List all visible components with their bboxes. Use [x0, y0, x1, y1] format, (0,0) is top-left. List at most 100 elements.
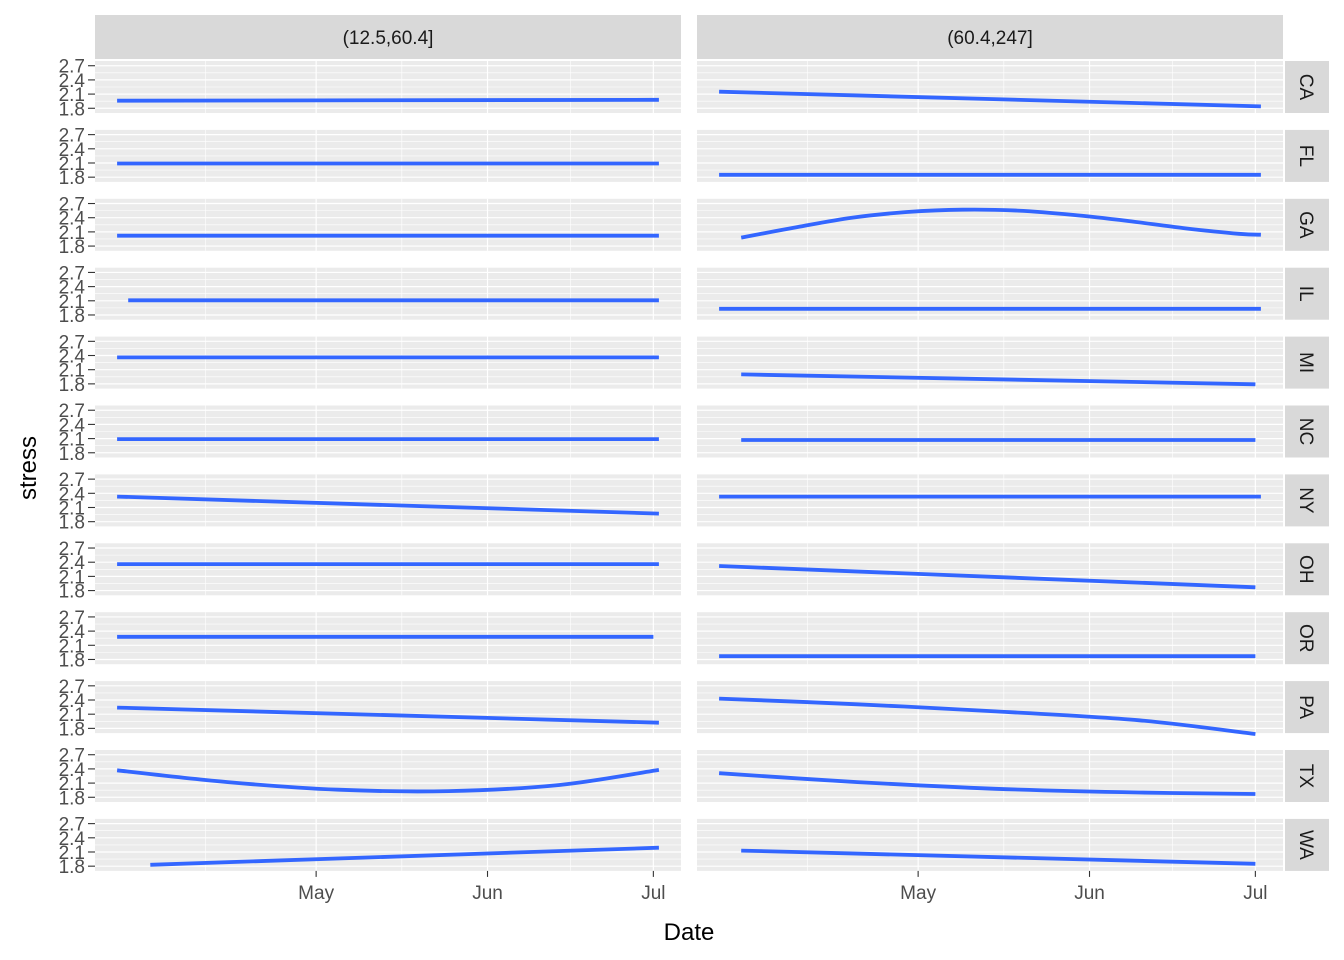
row-strip-ga [1285, 198, 1329, 251]
column-strip-label-1: (12.5,60.4] [343, 28, 434, 49]
row-strip-tx [1285, 750, 1329, 802]
y-tick-label: 2.7 [59, 815, 85, 836]
y-tick-label: 1.8 [59, 444, 85, 465]
y-tick-label: 2.1 [59, 292, 85, 313]
row-strip-label-nc: NC [1295, 418, 1316, 445]
row-strip-label-oh: OH [1295, 555, 1316, 584]
y-tick-label: 2.4 [59, 209, 86, 230]
row-strip-label-il: IL [1295, 286, 1316, 302]
column-strip-1 [95, 15, 681, 59]
y-tick-label: 2.1 [59, 430, 85, 451]
x-tick-label: Jul [1243, 883, 1267, 904]
x-axis-title: Date [664, 919, 715, 946]
row-strip-pa [1285, 681, 1329, 734]
series-line-wa-1 [150, 845, 659, 867]
column-strip-2 [697, 15, 1283, 59]
y-tick-label: 2.1 [59, 154, 85, 175]
y-tick-label: 2.7 [59, 746, 85, 767]
y-tick-label: 2.4 [59, 760, 86, 781]
y-tick-label: 2.1 [59, 843, 85, 864]
row-strip-oh [1285, 543, 1329, 596]
series-line-oh-2 [719, 564, 1256, 590]
row-strip-label-tx: TX [1295, 764, 1316, 789]
series-line-ca-1 [117, 97, 659, 103]
row-strip-label-pa: PA [1295, 695, 1316, 719]
y-tick-label: 1.8 [59, 168, 85, 189]
y-tick-label: 2.4 [59, 691, 86, 712]
row-strip-label-or: OR [1295, 624, 1316, 653]
series-line-pa-2 [719, 696, 1256, 736]
y-tick-label: 1.8 [59, 306, 85, 327]
column-strip-label-2: (60.4,247] [947, 28, 1033, 49]
y-tick-label: 1.8 [59, 99, 85, 120]
y-tick-label: 2.7 [59, 539, 85, 560]
labels-layer: (12.5,60.4] (60.4,247]CA1.82.12.42.7FL1.8… [59, 28, 1316, 904]
y-tick-label: 2.4 [59, 140, 86, 161]
series-line-wa-2 [741, 848, 1256, 866]
y-tick-label: 2.4 [59, 829, 86, 850]
series-line-ca-2 [719, 89, 1261, 109]
x-tick-label: May [298, 883, 334, 904]
series-line-tx-1 [116, 768, 660, 794]
row-strip-label-ny: NY [1295, 487, 1316, 514]
y-tick-label: 2.7 [59, 57, 85, 78]
y-tick-label: 2.7 [59, 126, 85, 147]
y-tick-label: 2.4 [59, 484, 86, 505]
row-strip-ny [1285, 474, 1329, 527]
row-strip-fl [1285, 129, 1329, 182]
row-strip-mi [1285, 336, 1329, 389]
y-tick-label: 2.7 [59, 401, 85, 422]
y-tick-label: 2.4 [59, 415, 86, 436]
y-tick-label: 2.1 [59, 223, 85, 244]
series-line-ga-2 [740, 207, 1261, 240]
panels-layer [88, 15, 1329, 877]
y-tick-label: 2.1 [59, 774, 85, 795]
y-tick-label: 2.1 [59, 361, 85, 382]
row-strip-nc [1285, 405, 1329, 458]
y-tick-label: 2.7 [59, 263, 85, 284]
y-tick-label: 2.7 [59, 195, 85, 216]
y-axis-title: stress [15, 436, 42, 500]
row-strip-label-ca: CA [1295, 74, 1316, 101]
row-strip-label-wa: WA [1295, 830, 1316, 860]
y-tick-label: 1.8 [59, 375, 85, 396]
y-tick-label: 2.7 [59, 332, 85, 353]
y-tick-label: 2.4 [59, 278, 86, 299]
row-strip-label-mi: MI [1295, 352, 1316, 373]
y-tick-label: 1.8 [59, 650, 85, 671]
y-tick-label: 2.1 [59, 636, 85, 657]
y-tick-label: 2.7 [59, 470, 85, 491]
row-strip-label-ga: GA [1295, 211, 1316, 239]
row-strip-il [1285, 267, 1329, 320]
y-tick-label: 2.4 [59, 553, 86, 574]
y-tick-label: 1.8 [59, 857, 85, 878]
y-tick-label: 2.1 [59, 567, 85, 588]
y-tick-label: 2.7 [59, 677, 85, 698]
y-tick-label: 1.8 [59, 788, 85, 809]
y-tick-label: 2.1 [59, 498, 85, 519]
series-line-tx-2 [718, 771, 1256, 796]
row-strip-label-fl: FL [1295, 145, 1316, 167]
y-tick-label: 2.4 [59, 622, 86, 643]
y-tick-label: 1.8 [59, 582, 85, 603]
x-tick-label: Jun [472, 883, 503, 904]
y-tick-label: 2.1 [59, 85, 85, 106]
row-strip-or [1285, 612, 1329, 665]
row-strip-wa [1285, 818, 1329, 871]
y-tick-label: 1.8 [59, 237, 85, 258]
row-strip-ca [1285, 61, 1329, 113]
series-line-pa-1 [117, 705, 659, 725]
x-tick-label: May [900, 883, 936, 904]
series-line-ny-1 [117, 494, 659, 516]
series-layer [116, 89, 1261, 867]
series-line-mi-2 [741, 372, 1256, 387]
y-tick-label: 1.8 [59, 719, 85, 740]
y-tick-label: 2.1 [59, 705, 85, 726]
y-tick-label: 2.4 [59, 71, 86, 92]
y-tick-label: 2.4 [59, 347, 86, 368]
x-tick-label: Jun [1074, 883, 1105, 904]
y-tick-label: 2.7 [59, 608, 85, 629]
y-tick-label: 1.8 [59, 513, 85, 534]
x-tick-label: Jul [641, 883, 665, 904]
